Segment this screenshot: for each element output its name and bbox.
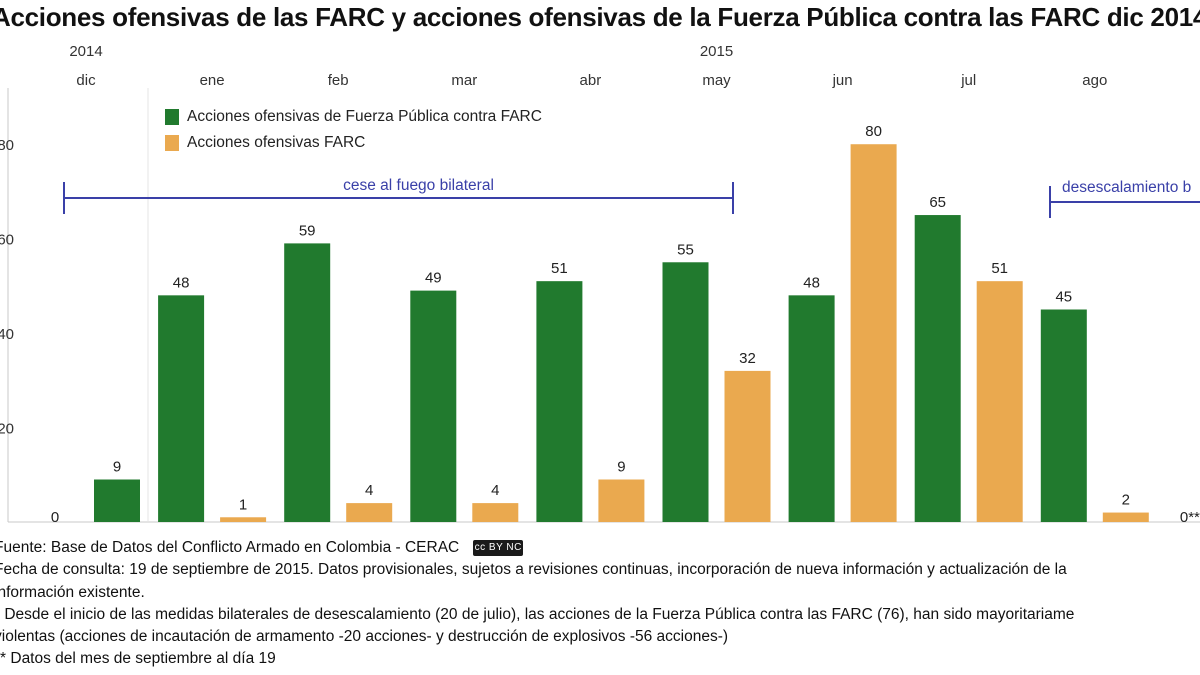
legend-label-orange: Acciones ofensivas FARC — [187, 134, 366, 151]
data-label: 4 — [365, 482, 373, 499]
data-label: 48 — [803, 274, 820, 291]
legend-swatch-green — [165, 109, 179, 125]
bar-fuerza-publica — [284, 243, 331, 522]
data-label: 0** — [1180, 509, 1200, 526]
note-source-text: Fuente: Base de Datos del Conflicto Arma… — [0, 539, 460, 556]
year-label: 2015 — [700, 43, 733, 60]
data-label: 4 — [491, 482, 499, 499]
x-tick-label: abr — [580, 72, 602, 89]
annotation-label: desescalamiento b — [1062, 179, 1191, 196]
bar-farc — [850, 144, 897, 522]
bar-fuerza-publica — [536, 281, 583, 522]
bar-farc — [724, 370, 771, 522]
cc-license-badge: cc BY NC — [473, 539, 524, 556]
legend-item-green: Acciones ofensivas de Fuerza Pública con… — [165, 104, 542, 130]
bar-fuerza-publica — [914, 215, 961, 523]
data-label: 51 — [991, 260, 1008, 277]
bar-fuerza-publica — [158, 295, 205, 522]
y-tick-label: 40 — [0, 326, 14, 343]
data-label: 2 — [1122, 492, 1130, 509]
data-label: 0 — [51, 509, 59, 526]
bar-farc — [976, 281, 1023, 522]
bar-farc — [598, 479, 645, 522]
y-tick-label: 80 — [0, 137, 14, 154]
bar-farc — [220, 517, 267, 522]
annotation-label: cese al fuego bilateral — [343, 177, 494, 194]
chart-notes: Fuente: Base de Datos del Conflicto Arma… — [0, 537, 1200, 671]
data-label: 80 — [865, 123, 882, 140]
note-consulta: Fecha de consulta: 19 de septiembre de 2… — [0, 561, 1067, 579]
data-label: 48 — [173, 274, 190, 291]
x-tick-label: may — [702, 72, 731, 89]
bar-farc — [1102, 512, 1149, 522]
data-label: 49 — [425, 270, 442, 287]
bar-fuerza-publica — [788, 295, 835, 522]
bar-fuerza-publica — [662, 262, 709, 522]
note-source: Fuente: Base de Datos del Conflicto Arma… — [0, 537, 1200, 559]
note-star-1b: violentas (acciones de incautación de ar… — [0, 628, 729, 646]
bar-farc — [346, 503, 393, 522]
year-label: 2014 — [69, 43, 102, 60]
x-tick-label: mar — [451, 72, 477, 89]
data-label: 59 — [299, 222, 316, 239]
data-label: 65 — [929, 194, 946, 211]
data-label: 51 — [551, 260, 568, 277]
legend-swatch-orange — [165, 135, 179, 151]
note-consulta-2: información existente. — [0, 583, 145, 601]
x-tick-label: jul — [960, 72, 976, 89]
bar-farc — [94, 479, 140, 522]
x-tick-label: ene — [200, 72, 225, 89]
note-star-2: ** Datos del mes de septiembre al día 19 — [0, 650, 276, 668]
y-tick-label: 20 — [0, 421, 14, 438]
x-tick-label: jun — [832, 72, 853, 89]
x-tick-label: ago — [1082, 72, 1107, 89]
bar-fuerza-publica — [410, 290, 457, 522]
x-tick-label: dic — [76, 72, 96, 89]
data-label: 32 — [739, 350, 756, 367]
chart-legend: Acciones ofensivas de Fuerza Pública con… — [165, 104, 542, 156]
data-label: 45 — [1055, 289, 1072, 306]
data-label: 1 — [239, 496, 247, 513]
bar-fuerza-publica — [1040, 309, 1087, 522]
data-label: 9 — [617, 459, 625, 476]
legend-item-orange: Acciones ofensivas FARC — [165, 130, 542, 156]
bar-farc — [472, 503, 519, 522]
x-tick-label: feb — [328, 72, 349, 89]
y-tick-label: 60 — [0, 232, 14, 249]
legend-label-green: Acciones ofensivas de Fuerza Pública con… — [187, 108, 542, 125]
note-star-1: * Desde el inicio de las medidas bilater… — [0, 605, 1075, 623]
data-label: 55 — [677, 241, 694, 258]
data-label: 9 — [113, 459, 121, 476]
chart-title: Acciones ofensivas de las FARC y accione… — [0, 2, 1200, 32]
